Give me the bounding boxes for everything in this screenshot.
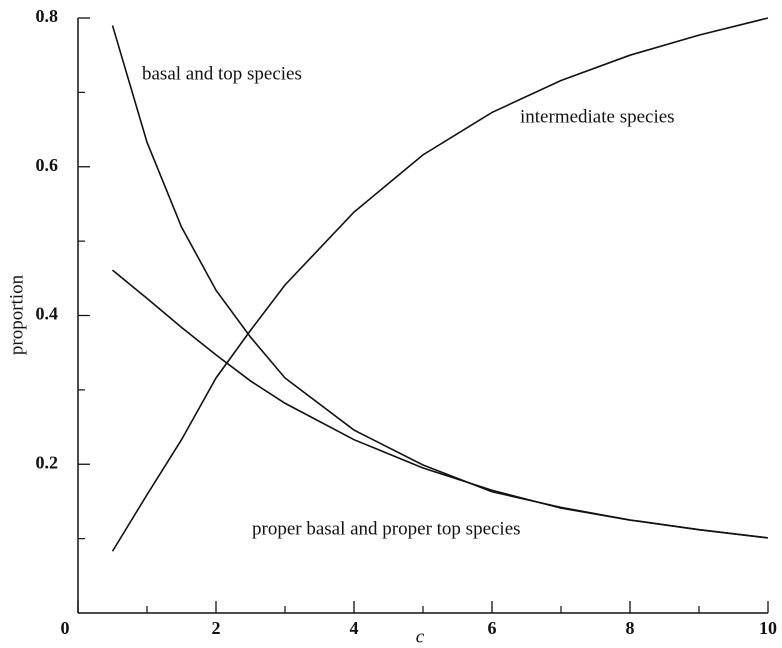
x-tick-label: 10 xyxy=(759,618,777,638)
x-tick-label: 0 xyxy=(61,618,70,638)
y-axis-label: proportion xyxy=(6,274,27,355)
series-label: basal and top species xyxy=(142,63,302,84)
series-label: proper basal and proper top species xyxy=(252,518,521,539)
x-axis-label: c xyxy=(416,626,425,647)
y-tick-label: 0.6 xyxy=(36,155,59,175)
series-line xyxy=(111,17,769,552)
x-tick-label: 4 xyxy=(350,618,359,638)
series-line xyxy=(111,269,769,539)
x-tick-label: 8 xyxy=(626,618,635,638)
y-tick-label: 0.4 xyxy=(36,304,59,324)
series-line xyxy=(111,25,769,539)
y-tick-label: 0.2 xyxy=(36,452,59,472)
x-tick-label: 2 xyxy=(212,618,221,638)
y-tick-label: 0.8 xyxy=(36,6,59,26)
series-label: intermediate species xyxy=(520,106,675,127)
x-tick-label: 6 xyxy=(488,618,497,638)
